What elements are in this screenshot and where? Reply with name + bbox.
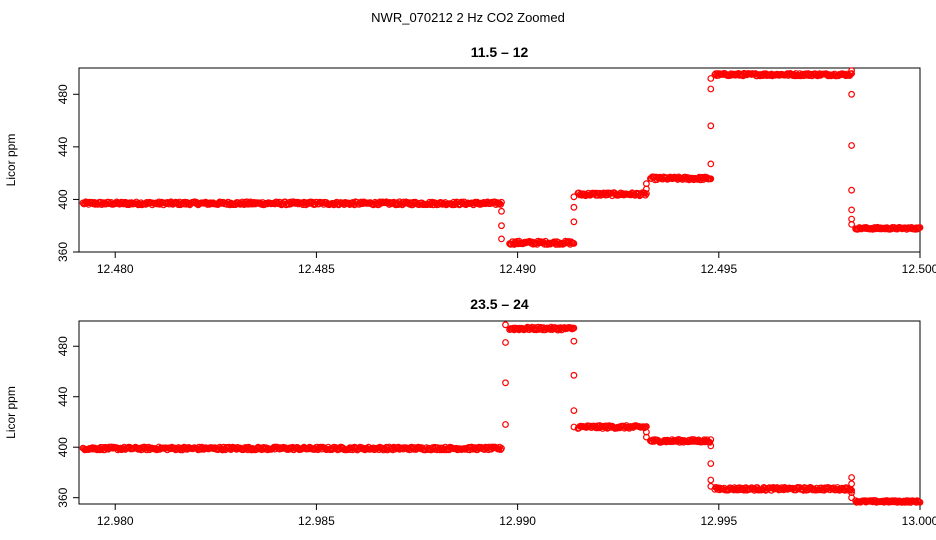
x-tick-label: 12.495 — [700, 262, 737, 276]
data-point — [848, 220, 855, 228]
data-point — [570, 423, 578, 431]
data-point — [707, 482, 715, 490]
data-point — [570, 407, 578, 415]
data-point — [707, 442, 715, 450]
x-tick-label: 12.985 — [298, 514, 335, 528]
chart-title: 23.5 – 24 — [470, 296, 529, 312]
data-point — [502, 379, 509, 387]
data-point — [498, 207, 505, 215]
y-axis-label: Licor ppm — [4, 386, 18, 439]
data-point — [570, 193, 578, 201]
data-point — [498, 235, 505, 243]
plot-frame — [78, 320, 921, 505]
data-point — [916, 498, 924, 506]
data-point — [643, 180, 650, 188]
data-point — [570, 218, 578, 226]
data-point — [643, 428, 650, 436]
data-point — [502, 339, 509, 346]
y-tick-label: 480 — [56, 336, 70, 356]
figure-title: NWR_070212 2 Hz CO2 Zoomed — [371, 10, 565, 25]
x-tick-label: 12.485 — [298, 262, 335, 276]
data-point — [848, 206, 855, 214]
data-point — [502, 321, 509, 329]
chart-panel-top: 11.5 – 12 12.480 12.485 12.490 12.495 12.500 3… — [4, 44, 936, 276]
x-tick-label: 12.480 — [97, 262, 134, 276]
data-point — [707, 85, 715, 93]
data-point — [498, 222, 505, 230]
data-point — [643, 190, 650, 198]
data-point — [848, 486, 855, 494]
data-point — [707, 160, 715, 168]
x-tick-label: 12.980 — [97, 514, 134, 528]
y-tick-label: 360 — [56, 487, 70, 507]
x-tick-label: 12.500 — [902, 262, 936, 276]
data-point — [498, 198, 505, 206]
data-point — [707, 122, 715, 130]
data-point — [707, 175, 715, 183]
x-tick-label: 12.990 — [499, 514, 536, 528]
data-point — [848, 474, 855, 481]
data-points — [79, 321, 924, 506]
data-point — [848, 70, 855, 77]
y-tick-label: 440 — [56, 137, 70, 157]
data-point — [707, 476, 715, 484]
x-tick-label: 13.000 — [902, 514, 936, 528]
data-point — [916, 224, 924, 231]
chart-title: 11.5 – 12 — [471, 44, 529, 60]
data-point — [848, 67, 855, 74]
data-point — [502, 421, 509, 428]
data-point — [234, 199, 242, 207]
data-point — [98, 201, 106, 209]
data-point — [848, 142, 855, 149]
y-tick-label: 440 — [56, 386, 70, 406]
y-tick-label: 400 — [56, 437, 70, 457]
data-point — [707, 460, 715, 468]
y-tick-label: 400 — [56, 189, 70, 209]
data-point — [848, 90, 855, 98]
data-point — [848, 480, 855, 488]
data-point — [570, 371, 578, 379]
data-point — [848, 186, 855, 194]
x-tick-label: 12.490 — [499, 262, 536, 276]
data-point — [643, 433, 650, 441]
y-tick-label: 360 — [56, 242, 70, 262]
data-point — [570, 324, 578, 332]
y-axis-label: Licor ppm — [4, 134, 18, 187]
data-point — [707, 75, 715, 82]
data-point — [707, 436, 715, 444]
chart-panel-bottom: 23.5 – 24 12.980 12.985 12.990 12.995 13.000 3… — [4, 296, 936, 528]
x-tick-label: 12.995 — [700, 514, 737, 528]
data-point — [570, 337, 578, 345]
data-point — [498, 444, 505, 452]
plot-frame — [78, 67, 921, 253]
data-point — [848, 494, 855, 502]
data-points — [79, 67, 924, 248]
data-point — [570, 240, 578, 247]
data-point — [497, 446, 505, 454]
data-point — [570, 203, 578, 211]
y-tick-label: 480 — [56, 84, 70, 104]
